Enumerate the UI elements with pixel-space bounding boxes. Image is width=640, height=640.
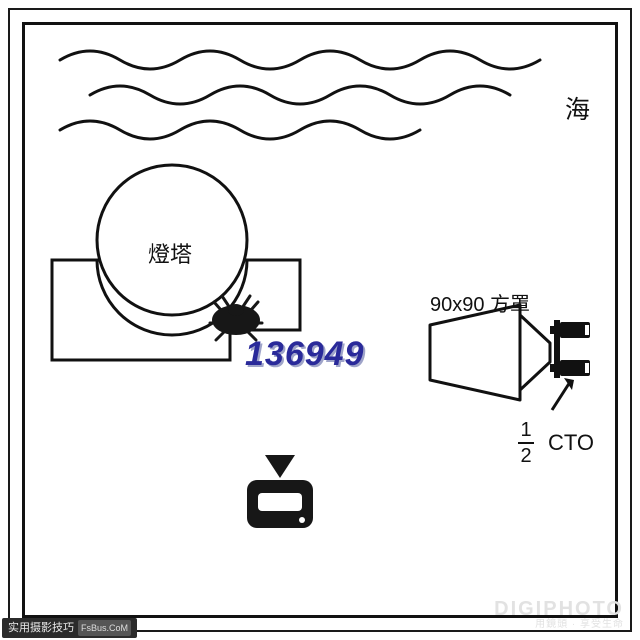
cto-fraction-label: 1 2 — [518, 420, 534, 466]
cto-label: CTO — [548, 430, 594, 456]
camera-icon — [247, 455, 313, 528]
source-badge-main: 实用摄影技巧 — [8, 621, 74, 635]
sea-label: 海 — [565, 90, 590, 126]
diagram-stage: 海 燈塔 90x90 方罩 1 2 CTO 136949 136949 实用摄影… — [0, 0, 640, 640]
softbox-label: 90x90 方罩 — [430, 288, 530, 317]
diagram-svg — [0, 0, 640, 640]
softbox-icon — [430, 305, 590, 410]
source-badge: 实用摄影技巧 FsBus.CoM — [2, 618, 137, 638]
lighthouse-label: 燈塔 — [148, 237, 192, 269]
waves-icon — [60, 51, 540, 139]
cto-fraction-denominator: 2 — [518, 446, 534, 466]
source-badge-sub: FsBus.CoM — [78, 620, 131, 636]
cto-fraction-numerator: 1 — [518, 420, 534, 440]
cto-fraction-bar — [518, 442, 534, 444]
